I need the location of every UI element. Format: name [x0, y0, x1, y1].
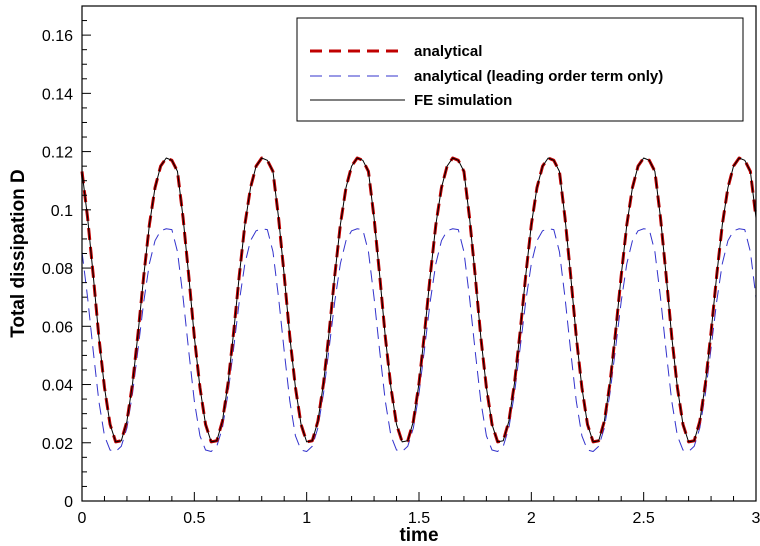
- y-tick-label-8: 0.16: [42, 28, 73, 45]
- y-tick-label-1: 0.02: [42, 436, 73, 453]
- x-tick-label-1: 0.5: [183, 510, 205, 527]
- y-tick-label-3: 0.06: [42, 319, 73, 336]
- y-tick-label-4: 0.08: [42, 261, 73, 278]
- y-tick-label-6: 0.12: [42, 145, 73, 162]
- x-tick-label-0: 0: [78, 510, 87, 527]
- x-tick-label-3: 1.5: [408, 510, 430, 527]
- y-tick-label-2: 0.04: [42, 378, 73, 395]
- y-tick-label-5: 0.1: [51, 203, 73, 220]
- x-tick-label-2: 1: [302, 510, 311, 527]
- legend-label-leading-order: analytical (leading order term only): [414, 68, 663, 85]
- series-line-2: [81, 157, 757, 443]
- y-tick-label-7: 0.14: [42, 86, 73, 103]
- y-ticks: 0 0.02 0.04 0.06 0.08 0.1 0.12 0.14 0.16: [42, 5, 91, 511]
- y-axis-title: Total dissipation D: [8, 169, 29, 338]
- x-tick-label-4: 2: [527, 510, 536, 527]
- legend-label-analytical: analytical: [414, 43, 482, 60]
- legend-box: [296, 17, 744, 122]
- y-tick-label-0: 0: [64, 494, 73, 511]
- x-tick-label-5: 2.5: [633, 510, 655, 527]
- series-layer: [80, 156, 758, 452]
- legend: analytical analytical (leading order ter…: [296, 17, 744, 122]
- x-axis-title: time: [399, 525, 438, 546]
- legend-label-fe-simulation: FE simulation: [414, 92, 512, 109]
- x-tick-label-6: 3: [752, 510, 760, 527]
- axis-layer: 0 0.5 1 1.5 2 2.5 3 0 0.02 0.04 0.06 0.08 0.1 0.12 0.…: [8, 5, 760, 546]
- x-ticks: 0 0.5 1 1.5 2 2.5 3: [78, 492, 760, 527]
